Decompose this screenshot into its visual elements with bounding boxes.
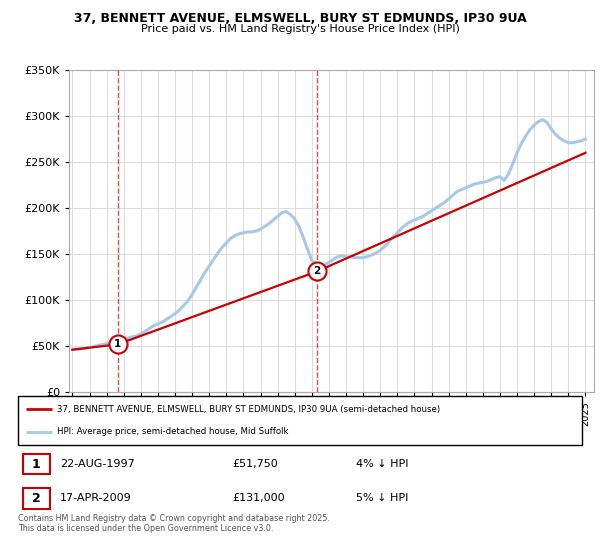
Text: 4% ↓ HPI: 4% ↓ HPI (356, 459, 409, 469)
Text: 1: 1 (114, 339, 121, 349)
Text: Price paid vs. HM Land Registry's House Price Index (HPI): Price paid vs. HM Land Registry's House … (140, 24, 460, 34)
Text: 22-AUG-1997: 22-AUG-1997 (60, 459, 135, 469)
Text: £51,750: £51,750 (232, 459, 278, 469)
Text: 5% ↓ HPI: 5% ↓ HPI (356, 493, 409, 503)
Text: 1: 1 (32, 458, 40, 470)
FancyBboxPatch shape (18, 396, 582, 445)
Text: HPI: Average price, semi-detached house, Mid Suffolk: HPI: Average price, semi-detached house,… (58, 427, 289, 436)
Text: 17-APR-2009: 17-APR-2009 (60, 493, 132, 503)
Text: 37, BENNETT AVENUE, ELMSWELL, BURY ST EDMUNDS, IP30 9UA: 37, BENNETT AVENUE, ELMSWELL, BURY ST ED… (74, 12, 526, 25)
Text: £131,000: £131,000 (232, 493, 285, 503)
Text: 37, BENNETT AVENUE, ELMSWELL, BURY ST EDMUNDS, IP30 9UA (semi-detached house): 37, BENNETT AVENUE, ELMSWELL, BURY ST ED… (58, 405, 440, 414)
FancyBboxPatch shape (23, 488, 50, 508)
Text: 2: 2 (313, 267, 320, 277)
Text: Contains HM Land Registry data © Crown copyright and database right 2025.
This d: Contains HM Land Registry data © Crown c… (18, 514, 330, 534)
FancyBboxPatch shape (23, 454, 50, 474)
Text: 2: 2 (32, 492, 40, 505)
